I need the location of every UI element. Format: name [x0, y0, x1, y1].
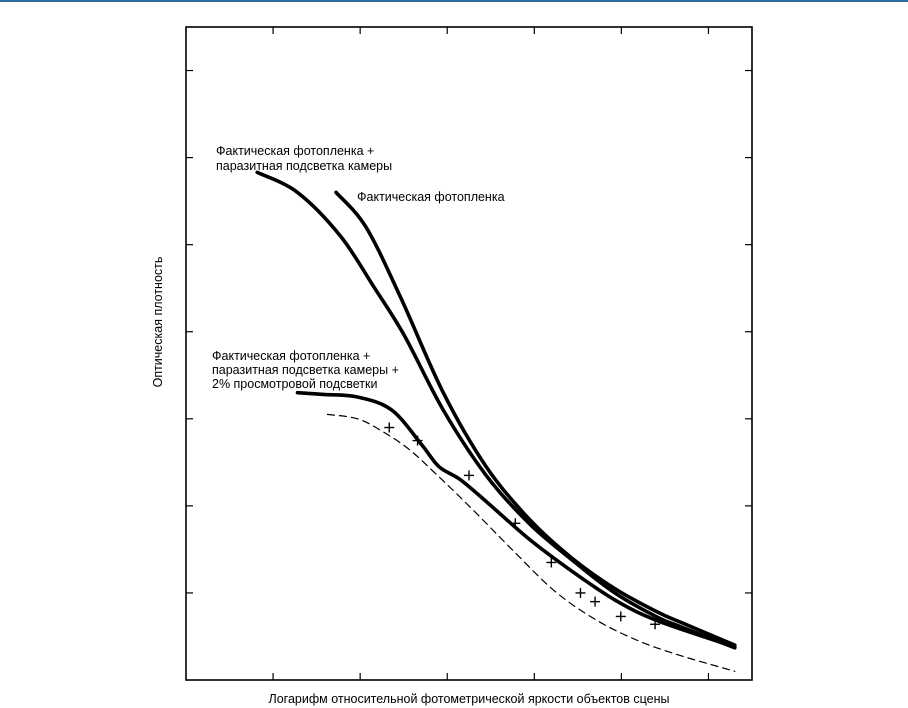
plus-marker	[464, 470, 474, 481]
y-axis-label: Оптическая плотность	[151, 257, 165, 388]
annotation-actual-film: Фактическая фотопленка	[357, 190, 505, 204]
series-curve-1	[255, 170, 737, 650]
marker-layer	[384, 422, 661, 630]
series-curve-2	[334, 190, 737, 647]
series-layer	[255, 170, 737, 672]
plus-marker	[615, 611, 626, 622]
series-curve-3	[295, 390, 737, 649]
plus-marker	[590, 596, 601, 607]
annotation-combined-2: Фактическая фотопленка + паразитная подс…	[212, 349, 402, 391]
top-accent-rule	[0, 0, 908, 2]
series-dashed-curve	[326, 413, 736, 672]
axis-ticks	[186, 27, 752, 680]
plus-marker	[384, 422, 395, 433]
plus-marker	[412, 435, 423, 446]
plus-marker	[510, 518, 521, 529]
plus-marker	[546, 557, 557, 568]
plus-marker	[650, 619, 661, 630]
x-axis-label: Логарифм относительной фотометрической я…	[269, 692, 670, 706]
plot-frame	[185, 26, 753, 681]
annotation-combined-1: Фактическая фотопленка + паразитная подс…	[216, 144, 392, 173]
plus-marker	[575, 587, 586, 598]
